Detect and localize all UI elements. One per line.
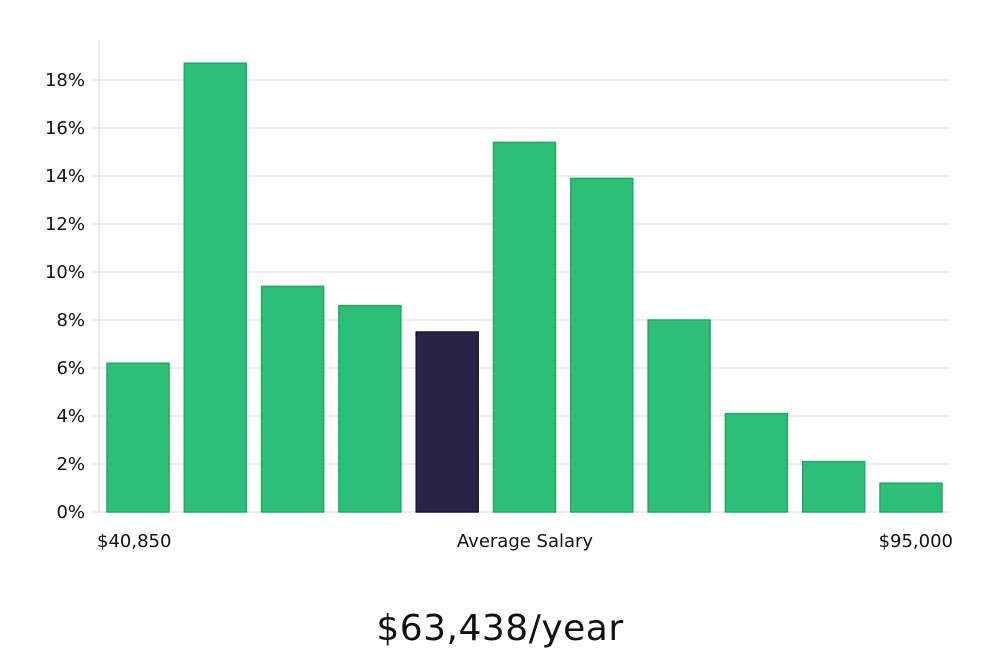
y-tick-label: 2% (56, 454, 85, 475)
bar (338, 304, 402, 513)
y-tick-label: 16% (45, 118, 85, 139)
y-tick-label: 6% (56, 358, 85, 379)
bar (260, 285, 325, 513)
bar (492, 141, 557, 513)
y-tick-label: 14% (45, 166, 85, 187)
bar (183, 62, 248, 513)
bar (570, 177, 634, 513)
x-label-max: $95,000 (879, 531, 953, 552)
bar-average-salary (415, 331, 479, 513)
y-tick-label: 12% (45, 214, 85, 235)
x-label-min: $40,850 (97, 531, 171, 552)
bars (106, 62, 943, 513)
y-tick-label: 18% (45, 70, 85, 91)
bar (879, 482, 943, 513)
y-tick-label: 10% (45, 262, 85, 283)
bar (647, 319, 711, 513)
y-tick-label: 4% (56, 406, 85, 427)
y-tick-label: 8% (56, 310, 85, 331)
bar (724, 412, 789, 513)
bar (801, 460, 866, 513)
average-salary-value: $63,438/year (376, 608, 624, 649)
y-tick-labels: 0% 2% 4% 6% 8% 10% 12% 14% 16% 18% (45, 70, 85, 523)
salary-histogram-chart: 0% 2% 4% 6% 8% 10% 12% 14% 16% 18% $40,850 Averag… (45, 40, 953, 552)
x-label-center: Average Salary (457, 531, 594, 552)
y-tick-label: 0% (56, 502, 85, 523)
bar (106, 362, 170, 513)
